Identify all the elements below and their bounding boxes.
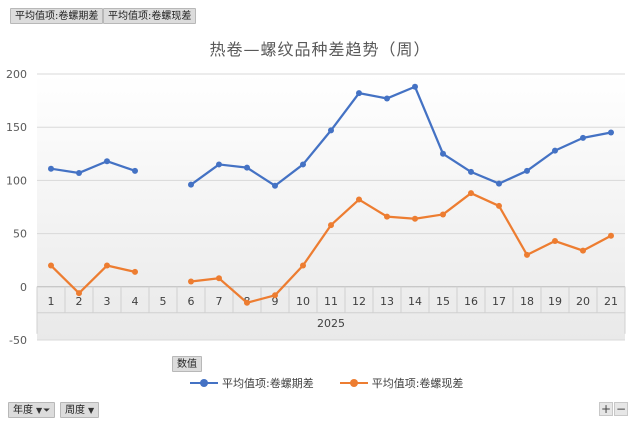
legend-item-series-1: 平均值项:卷螺期差 bbox=[190, 375, 314, 391]
dropdown-arrow-icon: ▼ bbox=[36, 406, 43, 415]
series-1-point bbox=[552, 147, 558, 154]
series-1-point bbox=[440, 150, 446, 157]
y-tick-label: -50 bbox=[9, 334, 27, 347]
legend-label-series-2: 平均值项:卷螺现差 bbox=[371, 377, 464, 390]
x-tick-label: 6 bbox=[188, 295, 195, 308]
series-1-point bbox=[328, 127, 334, 134]
row-field-week-label: 周度 bbox=[65, 405, 85, 416]
series-2-point bbox=[272, 292, 278, 299]
y-tick-label: 50 bbox=[13, 228, 27, 241]
series-2-point bbox=[300, 262, 306, 269]
x-tick-label: 17 bbox=[492, 295, 506, 308]
series-1-point bbox=[132, 167, 138, 174]
x-group-label: 2025 bbox=[317, 317, 345, 330]
x-tick-label: 4 bbox=[132, 295, 139, 308]
y-tick-label: 100 bbox=[6, 174, 27, 187]
y-tick-label: 150 bbox=[6, 121, 27, 134]
series-line-2 bbox=[50, 264, 136, 295]
series-2-point bbox=[104, 262, 110, 269]
series-2-point bbox=[76, 290, 82, 297]
series-1-point bbox=[608, 129, 614, 136]
plot-background bbox=[37, 74, 625, 340]
series-1-point bbox=[48, 165, 54, 172]
x-tick-label: 19 bbox=[548, 295, 562, 308]
series-1-point bbox=[300, 161, 306, 168]
legend: 平均值项:卷螺期差 平均值项:卷螺现差 bbox=[190, 375, 463, 391]
series-1-point bbox=[412, 83, 418, 90]
series-line-1 bbox=[50, 160, 136, 175]
series-1-point bbox=[356, 90, 362, 97]
series-2-point bbox=[132, 268, 138, 275]
collapse-field-button[interactable]: − bbox=[614, 402, 628, 416]
series-1-point bbox=[216, 161, 222, 168]
x-tick-label: 1 bbox=[48, 295, 55, 308]
x-tick-label: 9 bbox=[272, 295, 279, 308]
x-tick-label: 10 bbox=[296, 295, 310, 308]
x-tick-label: 18 bbox=[520, 295, 534, 308]
x-tick-label: 7 bbox=[216, 295, 223, 308]
x-tick-label: 21 bbox=[604, 295, 618, 308]
series-1-point bbox=[384, 95, 390, 102]
series-1-point bbox=[496, 180, 502, 187]
series-2-point bbox=[440, 211, 446, 218]
x-tick-label: 3 bbox=[104, 295, 111, 308]
series-2-point bbox=[608, 232, 614, 239]
series-2-point bbox=[496, 202, 502, 209]
expand-field-button[interactable]: + bbox=[599, 402, 613, 416]
series-2-point bbox=[244, 299, 250, 306]
x-tick-label: 15 bbox=[436, 295, 450, 308]
series-2-point bbox=[356, 196, 362, 203]
x-tick-label: 16 bbox=[464, 295, 478, 308]
x-tick-label: 14 bbox=[408, 295, 422, 308]
series-2-point bbox=[412, 215, 418, 222]
x-tick-label: 20 bbox=[576, 295, 590, 308]
values-area-label[interactable]: 数值 bbox=[172, 356, 202, 372]
series-1-point bbox=[188, 181, 194, 188]
series-1-point bbox=[76, 169, 82, 176]
legend-item-series-2: 平均值项:卷螺现差 bbox=[339, 375, 464, 391]
x-tick-label: 12 bbox=[352, 295, 366, 308]
series-1-point bbox=[580, 134, 586, 141]
x-tick-label: 13 bbox=[380, 295, 394, 308]
chart-title: 热卷—螺纹品种差趋势（周） bbox=[209, 40, 431, 59]
series-1-point bbox=[244, 164, 250, 171]
filter-icon: ⏷ bbox=[43, 406, 51, 416]
series-2-point bbox=[328, 222, 334, 229]
series-2-point bbox=[468, 190, 474, 197]
series-1-point bbox=[524, 167, 530, 174]
series-2-point bbox=[48, 262, 54, 269]
row-field-year-label: 年度 bbox=[13, 405, 33, 416]
series-2-point bbox=[524, 251, 530, 258]
y-tick-label: 0 bbox=[20, 281, 27, 294]
x-tick-label: 2 bbox=[76, 295, 83, 308]
y-tick-label: 200 bbox=[6, 68, 27, 81]
row-field-year-button[interactable]: 年度 ▼⏷ bbox=[8, 402, 56, 418]
series-line-1 bbox=[190, 85, 612, 187]
value-field-button-1[interactable]: 平均值项:卷螺期差 bbox=[10, 8, 104, 24]
x-tick-label: 5 bbox=[160, 295, 167, 308]
legend-label-series-1: 平均值项:卷螺期差 bbox=[222, 377, 314, 390]
series-1-point bbox=[468, 168, 474, 175]
series-1-point bbox=[104, 158, 110, 165]
series-2-point bbox=[552, 238, 558, 245]
series-2-point bbox=[216, 275, 222, 282]
row-field-week-button[interactable]: 周度 ▼ bbox=[60, 402, 100, 418]
series-2-point bbox=[580, 247, 586, 254]
series-1-point bbox=[272, 182, 278, 189]
series-line-2 bbox=[190, 192, 612, 304]
series-2-point bbox=[188, 278, 194, 285]
dropdown-arrow-icon: ▼ bbox=[88, 406, 95, 415]
value-field-button-2[interactable]: 平均值项:卷螺现差 bbox=[103, 8, 197, 24]
series-2-point bbox=[384, 213, 390, 220]
legend-line-marker-icon bbox=[190, 378, 218, 388]
legend-line-marker-icon bbox=[339, 378, 368, 388]
x-tick-label: 11 bbox=[324, 295, 338, 308]
